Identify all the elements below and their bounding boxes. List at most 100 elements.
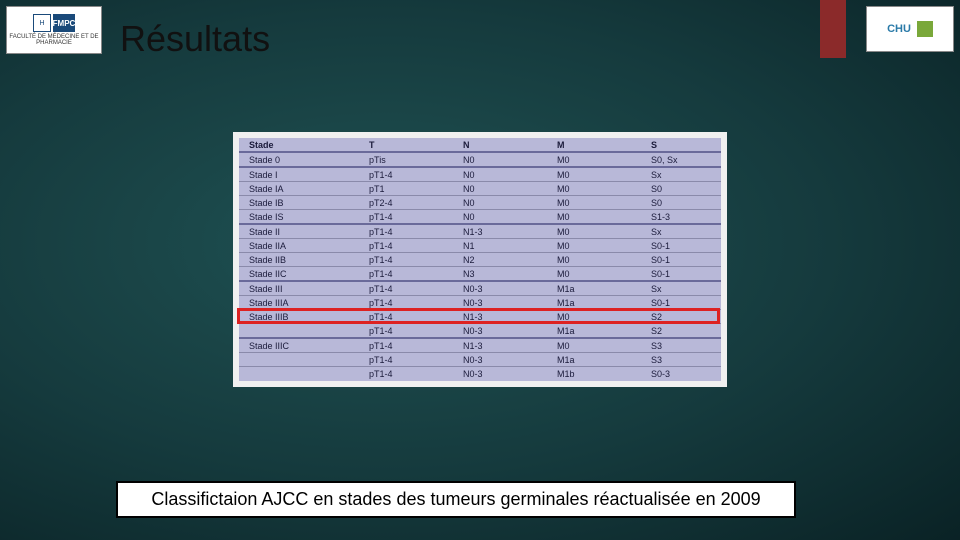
table-cell: M0 xyxy=(533,267,627,282)
table-cell: N0 xyxy=(439,152,533,167)
table-cell: S0-1 xyxy=(627,296,721,310)
table-row: pT1-4N0-3M1bS0-3 xyxy=(239,367,721,381)
table-cell: M0 xyxy=(533,253,627,267)
table-cell: N0-3 xyxy=(439,296,533,310)
table-cell: M0 xyxy=(533,239,627,253)
table-cell: S3 xyxy=(627,353,721,367)
table-cell: pT1-4 xyxy=(345,167,439,182)
table-cell: Stade IA xyxy=(239,182,345,196)
table-row: Stade IIApT1-4N1M0S0-1 xyxy=(239,239,721,253)
table-cell: Stade III xyxy=(239,281,345,296)
table-cell: pT1 xyxy=(345,182,439,196)
table-cell: N0-3 xyxy=(439,367,533,381)
table-row: Stade IBpT2-4N0M0S0 xyxy=(239,196,721,210)
table-row: pT1-4N0-3M1aS3 xyxy=(239,353,721,367)
table-cell: Sx xyxy=(627,281,721,296)
table-cell: pT1-4 xyxy=(345,353,439,367)
table-cell: N0 xyxy=(439,167,533,182)
table-cell: M0 xyxy=(533,167,627,182)
logo-right-text: CHU xyxy=(887,23,911,35)
table-row: Stade IIICpT1-4N1-3M0S3 xyxy=(239,338,721,353)
table-cell: M0 xyxy=(533,196,627,210)
table-cell: Sx xyxy=(627,167,721,182)
table-row: Stade IIBpT1-4N2M0S0-1 xyxy=(239,253,721,267)
table-cell: Sx xyxy=(627,224,721,239)
table-cell: S2 xyxy=(627,310,721,324)
table-cell: M1a xyxy=(533,324,627,339)
table-cell: pT1-4 xyxy=(345,281,439,296)
table-cell: pT1-4 xyxy=(345,267,439,282)
table-cell: Stade I xyxy=(239,167,345,182)
table-cell: Stade 0 xyxy=(239,152,345,167)
table-cell: S1-3 xyxy=(627,210,721,225)
table-cell: pT1-4 xyxy=(345,296,439,310)
table-row: Stade IIIBpT1-4N1-3M0S2 xyxy=(239,310,721,324)
table-row: pT1-4N0-3M1aS2 xyxy=(239,324,721,339)
table-cell: M0 xyxy=(533,338,627,353)
table-cell: M1a xyxy=(533,296,627,310)
table-cell: pT1-4 xyxy=(345,253,439,267)
table-cell: pT1-4 xyxy=(345,310,439,324)
table-cell: N0 xyxy=(439,210,533,225)
table-cell: S0 xyxy=(627,182,721,196)
table-row: Stade IIpT1-4N1-3M0Sx xyxy=(239,224,721,239)
table-cell: Stade IIB xyxy=(239,253,345,267)
table-cell xyxy=(239,324,345,339)
table-cell: Stade IIA xyxy=(239,239,345,253)
logo-left: H FMPC FACULTÉ DE MÉDECINE ET DE PHARMAC… xyxy=(6,6,102,54)
table-cell: S0-1 xyxy=(627,267,721,282)
table-cell: pT2-4 xyxy=(345,196,439,210)
table-cell: pT1-4 xyxy=(345,210,439,225)
accent-bar xyxy=(820,0,846,58)
logo-right: CHU xyxy=(866,6,954,52)
table-header-cell: N xyxy=(439,138,533,152)
table-row: Stade IICpT1-4N3M0S0-1 xyxy=(239,267,721,282)
table-cell: Stade IIIA xyxy=(239,296,345,310)
table-cell: S3 xyxy=(627,338,721,353)
table-cell: Stade IB xyxy=(239,196,345,210)
table-cell: M1a xyxy=(533,281,627,296)
table-cell: M0 xyxy=(533,210,627,225)
table-header-cell: Stade xyxy=(239,138,345,152)
table-cell: S0-3 xyxy=(627,367,721,381)
table-cell: S0 xyxy=(627,196,721,210)
logo-left-sub: FACULTÉ DE MÉDECINE ET DE PHARMACIE xyxy=(7,34,101,46)
table-cell: N1-3 xyxy=(439,224,533,239)
caption: Classifictaion AJCC en stades des tumeur… xyxy=(116,481,796,518)
table-cell: S0-1 xyxy=(627,253,721,267)
table-header-cell: M xyxy=(533,138,627,152)
table-cell: N0 xyxy=(439,182,533,196)
table-row: Stade ISpT1-4N0M0S1-3 xyxy=(239,210,721,225)
table-cell: N0-3 xyxy=(439,353,533,367)
table-cell: pT1-4 xyxy=(345,224,439,239)
table-cell: M1b xyxy=(533,367,627,381)
table-cell: pT1-4 xyxy=(345,324,439,339)
table-cell: M0 xyxy=(533,152,627,167)
table-cell: N2 xyxy=(439,253,533,267)
table-cell: Stade II xyxy=(239,224,345,239)
table-cell xyxy=(239,353,345,367)
table-cell: pT1-4 xyxy=(345,239,439,253)
table-cell: N0-3 xyxy=(439,324,533,339)
table-row: Stade IIIApT1-4N0-3M1aS0-1 xyxy=(239,296,721,310)
table-cell: pT1-4 xyxy=(345,338,439,353)
table-cell: Stade IIIB xyxy=(239,310,345,324)
table-cell: Stade IIC xyxy=(239,267,345,282)
classification-table: StadeTNMSStade 0pTisN0M0S0, SxStade IpT1… xyxy=(233,132,727,387)
table-row: Stade IIIpT1-4N0-3M1aSx xyxy=(239,281,721,296)
table-cell: M0 xyxy=(533,224,627,239)
logo-right-box xyxy=(917,21,933,37)
table-cell: pTis xyxy=(345,152,439,167)
page-title: Résultats xyxy=(120,18,270,60)
table-cell: Stade IIIC xyxy=(239,338,345,353)
table-cell: N1-3 xyxy=(439,310,533,324)
table-cell: pT1-4 xyxy=(345,367,439,381)
table-header-cell: S xyxy=(627,138,721,152)
table-cell: N1 xyxy=(439,239,533,253)
table-cell: M0 xyxy=(533,182,627,196)
table-header-cell: T xyxy=(345,138,439,152)
logo-left-mark: H xyxy=(33,14,51,32)
table-cell: M1a xyxy=(533,353,627,367)
table-cell: S0-1 xyxy=(627,239,721,253)
table-cell xyxy=(239,367,345,381)
